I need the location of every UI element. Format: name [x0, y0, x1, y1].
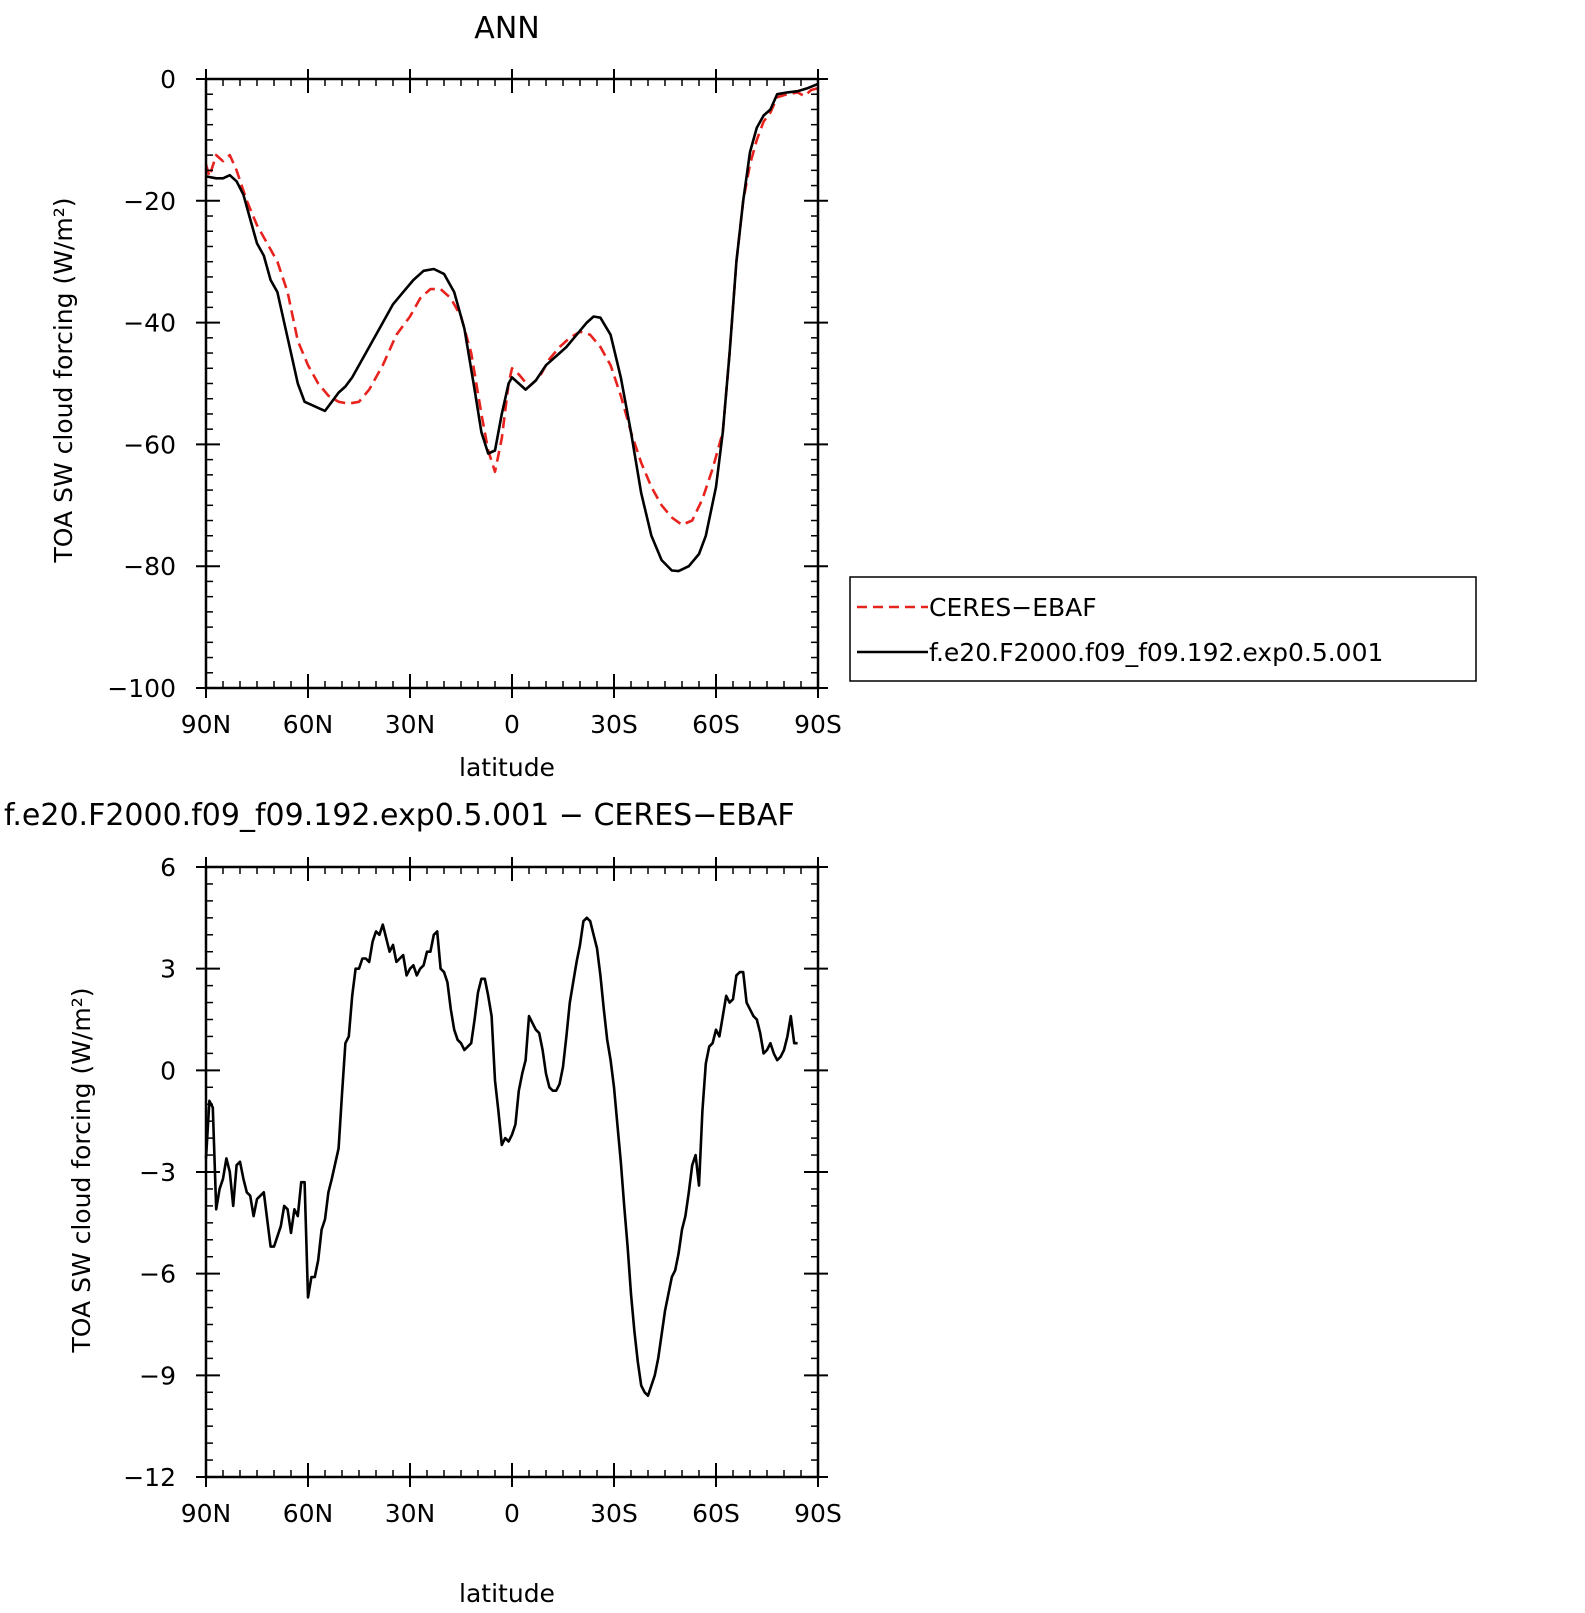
bottom-series-line-0	[204, 916, 798, 1397]
bottom-y-tick-label: −9	[139, 1361, 176, 1390]
bottom-x-tick-label: 30N	[385, 1499, 436, 1528]
top-x-axis-label: latitude	[459, 753, 555, 782]
bottom-y-tick-label: −3	[139, 1158, 176, 1187]
top-x-tick-label: 60S	[692, 710, 740, 739]
top-y-axis-label: TOA SW cloud forcing (W/m²)	[49, 198, 78, 564]
bottom-y-tick-label: 6	[160, 853, 176, 882]
top-y-tick-label: −100	[107, 674, 176, 703]
legend-label-model: f.e20.F2000.f09_f09.192.exp0.5.001	[929, 638, 1383, 667]
bottom-y-tick-label: −6	[139, 1260, 176, 1289]
bottom-y-tick-label: −12	[123, 1463, 176, 1492]
top-chart-title: ANN	[474, 11, 539, 46]
bottom-y-tick-label: 3	[160, 955, 176, 984]
bottom-y-tick-label: 0	[160, 1056, 176, 1085]
bottom-x-tick-label: 90S	[794, 1499, 842, 1528]
top-y-tick-label: −80	[123, 552, 176, 581]
top-series-line-0	[204, 86, 819, 527]
top-axes-layer: 90N 60N 30N 0 30S 60S 90S 0 −20 −40 −60 −80 −100	[107, 65, 842, 739]
legend-label-ceres: CERES−EBAF	[929, 593, 1097, 622]
legend-box	[849, 576, 1477, 682]
top-x-tick-label: 60N	[283, 710, 334, 739]
top-series-layer	[204, 82, 819, 573]
bottom-x-tick-label: 60N	[283, 1499, 334, 1528]
top-x-tick-label: 30S	[590, 710, 638, 739]
legend: CERES−EBAF f.e20.F2000.f09_f09.192.exp0.…	[849, 576, 1477, 682]
top-series-line-1	[205, 82, 819, 573]
top-x-tick-label: 90S	[794, 710, 842, 739]
bottom-axes-layer: 90N 60N 30N 0 30S 60S 90S 6 3 0 −3 −6 −9 −12	[123, 853, 842, 1528]
top-y-tick-label: −20	[123, 187, 176, 216]
top-panel: ANN 90N 60N 30N 0 30S 60S 90S 0 −20 −40 −60 −80 −100…	[49, 11, 1477, 782]
top-x-tick-label: 90N	[181, 710, 232, 739]
bottom-panel: f.e20.F2000.f09_f09.192.exp0.5.001 − CER…	[4, 798, 842, 1608]
top-x-tick-label: 30N	[385, 710, 436, 739]
bottom-plot-frame	[204, 865, 820, 1479]
bottom-x-tick-label: 0	[504, 1499, 520, 1528]
top-y-tick-label: −60	[123, 430, 176, 459]
top-x-tick-label: 0	[504, 710, 520, 739]
bottom-y-axis-label: TOA SW cloud forcing (W/m²)	[67, 988, 96, 1354]
bottom-x-tick-label: 30S	[590, 1499, 638, 1528]
top-y-tick-label: −40	[123, 309, 176, 338]
bottom-x-axis-label: latitude	[459, 1579, 555, 1608]
bottom-x-tick-label: 90N	[181, 1499, 232, 1528]
bottom-series-layer	[204, 916, 798, 1397]
bottom-chart-title: f.e20.F2000.f09_f09.192.exp0.5.001 − CER…	[4, 798, 795, 833]
top-y-tick-label: 0	[160, 65, 176, 94]
bottom-x-tick-label: 60S	[692, 1499, 740, 1528]
